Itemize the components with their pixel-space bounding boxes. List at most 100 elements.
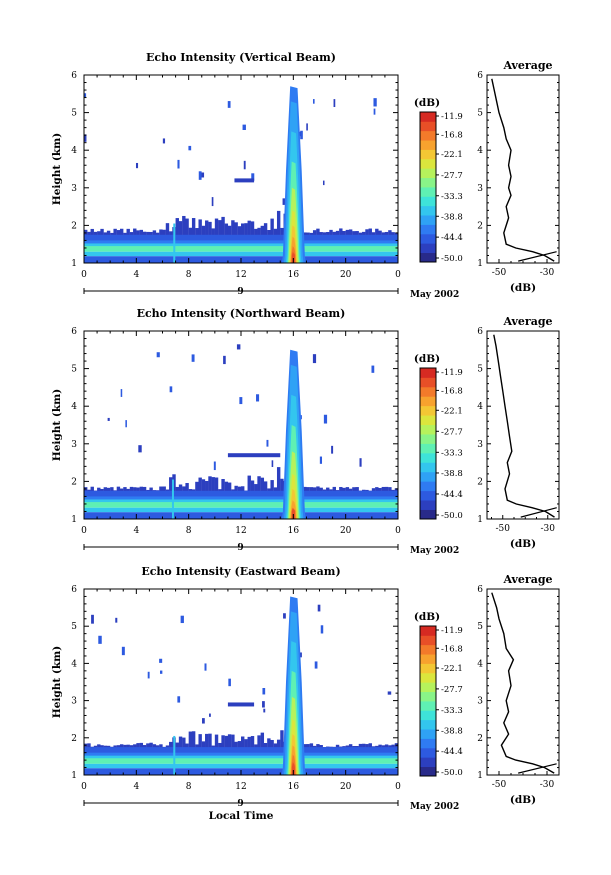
- noise-speck: [200, 172, 205, 178]
- y-tick-label: 6: [71, 71, 77, 81]
- noise-speck: [322, 180, 325, 186]
- noise-speck: [256, 394, 260, 402]
- colorbar-swatch: [420, 738, 436, 749]
- x-tick-label: 16: [288, 270, 300, 280]
- average-y-tick-label: 3: [477, 440, 483, 450]
- colorbar-tick-label: -27.7: [441, 685, 463, 695]
- boundary-layer-cell: [208, 476, 212, 499]
- chart-title: Echo Intensity (Northward Beam): [137, 307, 346, 320]
- average-floor-line: [518, 251, 557, 262]
- colorbar-swatch: [420, 224, 436, 235]
- colorbar-swatch: [420, 112, 436, 122]
- boundary-layer-cell: [234, 222, 238, 243]
- average-profile-line: [491, 78, 555, 262]
- colorbar-swatch: [420, 196, 436, 207]
- x-tick-label: 20: [340, 526, 352, 536]
- x-tick-label: 0: [81, 782, 87, 792]
- boundary-layer-cell: [208, 733, 212, 755]
- boundary-layer-cell: [182, 215, 186, 243]
- x-tick-label: 4: [133, 782, 139, 792]
- surface-band: [84, 251, 398, 257]
- noise-speck: [300, 130, 303, 140]
- colorbar-swatch: [420, 766, 436, 777]
- y-tick-label: 2: [71, 734, 77, 744]
- noise-speck: [263, 708, 266, 713]
- chart-title: Echo Intensity (Vertical Beam): [146, 51, 336, 64]
- surface-band: [84, 496, 398, 501]
- date-month: May 2002: [410, 290, 459, 300]
- average-y-tick-label: 4: [477, 402, 483, 412]
- x-tick-label: 8: [186, 270, 192, 280]
- y-tick-label: 5: [71, 365, 77, 375]
- plume-layer: [291, 507, 296, 519]
- boundary-layer-cell: [227, 225, 232, 243]
- cloud-layer: [227, 453, 281, 458]
- noise-speck: [125, 420, 127, 428]
- noise-speck: [115, 617, 118, 623]
- echo-field: [84, 596, 398, 775]
- average-title: Average: [502, 315, 552, 328]
- x-tick-label: 8: [186, 526, 192, 536]
- colorbar-tick-label: -33.3: [441, 448, 463, 458]
- surface-band: [84, 507, 398, 513]
- y-tick-label: 4: [71, 146, 77, 156]
- boundary-layer-cell: [250, 221, 255, 243]
- surface-band: [84, 499, 398, 504]
- boundary-layer-cell: [205, 733, 209, 755]
- noise-speck: [159, 670, 163, 674]
- y-axis-label: Height (km): [51, 389, 63, 461]
- average-y-tick-label: 2: [477, 477, 483, 487]
- boundary-layer-cell: [221, 216, 225, 243]
- noise-speck: [169, 386, 173, 393]
- average-x-tick-label: -30: [540, 780, 555, 790]
- colorbar-swatch: [420, 757, 436, 768]
- surface-band: [84, 763, 398, 769]
- noise-speck: [331, 445, 334, 454]
- echo-field: [84, 86, 398, 263]
- noise-speck: [306, 123, 308, 131]
- colorbar-tick-label: -22.1: [441, 150, 463, 160]
- average-profile-line: [491, 592, 555, 774]
- colorbar-tick-label: -11.9: [441, 368, 463, 378]
- y-tick-label: 1: [71, 771, 77, 781]
- boundary-layer-cell: [263, 481, 268, 499]
- average-y-tick-label: 1: [477, 771, 483, 781]
- noise-speck: [98, 635, 102, 644]
- noise-speck: [283, 613, 286, 619]
- y-tick-label: 3: [71, 184, 77, 194]
- noise-speck: [91, 614, 94, 624]
- x-tick-label: 12: [235, 526, 246, 536]
- x-tick-label: 16: [288, 526, 300, 536]
- noise-speck: [135, 162, 139, 169]
- x-tick-label: 0: [81, 526, 87, 536]
- average-y-tick-label: 5: [477, 622, 483, 632]
- average-y-tick-label: 1: [477, 259, 483, 269]
- average-x-tick-label: -50: [496, 524, 511, 534]
- y-tick-label: 2: [71, 221, 77, 231]
- boundary-layer-cell: [191, 731, 196, 755]
- boundary-layer-cell: [241, 223, 245, 243]
- boundary-layer-cell: [214, 218, 219, 243]
- surface-band: [84, 240, 398, 245]
- y-tick-label: 3: [71, 440, 77, 450]
- colorbar-swatch: [420, 471, 436, 482]
- surface-band: [84, 755, 398, 760]
- colorbar-swatch: [420, 424, 436, 435]
- average-x-tick-label: -50: [492, 780, 507, 790]
- noise-speck: [227, 101, 231, 108]
- boundary-layer-cell: [191, 218, 196, 243]
- average-y-tick-label: 1: [477, 515, 483, 525]
- noise-speck: [138, 445, 142, 453]
- surface-band: [84, 747, 398, 755]
- colorbar-frame: [419, 367, 437, 520]
- colorbar-swatch: [420, 205, 436, 216]
- colorbar-tick-label: -44.4: [441, 747, 463, 757]
- average-y-tick-label: 3: [477, 697, 483, 707]
- boundary-layer-cell: [221, 735, 225, 755]
- colorbar-tick-label: -22.1: [441, 406, 463, 416]
- boundary-layer-cell: [270, 218, 274, 243]
- average-y-tick-label: 6: [477, 585, 483, 595]
